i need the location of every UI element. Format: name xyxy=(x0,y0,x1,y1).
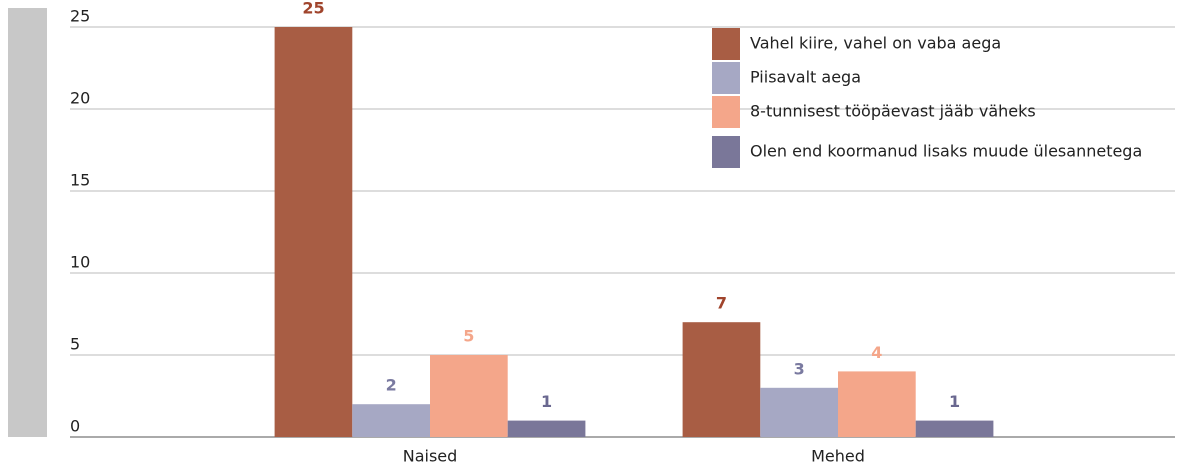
y-tick-label: 15 xyxy=(70,171,90,190)
bar xyxy=(430,355,508,437)
legend-swatch xyxy=(712,96,740,128)
legend-label: Vahel kiire, vahel on vaba aega xyxy=(750,34,1001,53)
legend-label: 8-tunnisest tööpäevast jääb väheks xyxy=(750,102,1036,121)
legend-label: Olen end koormanud lisaks muude ülesanne… xyxy=(750,142,1142,161)
y-tick-label: 25 xyxy=(70,7,90,26)
bar xyxy=(274,27,353,437)
data-label: 3 xyxy=(794,359,805,378)
x-tick-label: Mehed xyxy=(811,447,865,466)
legend-swatch xyxy=(712,136,740,168)
data-label: 1 xyxy=(949,392,960,411)
bar xyxy=(682,322,761,437)
data-label: 25 xyxy=(302,0,324,18)
x-tick-label: Naised xyxy=(403,447,458,466)
legend-label: Piisavalt aega xyxy=(750,68,861,87)
legend-swatch xyxy=(712,62,740,94)
y-tick-label: 0 xyxy=(70,417,80,436)
side-band xyxy=(8,8,47,437)
bar xyxy=(352,404,430,437)
data-label: 2 xyxy=(386,376,397,395)
bar xyxy=(507,420,586,437)
data-label: 7 xyxy=(716,294,727,313)
data-label: 1 xyxy=(541,392,552,411)
data-label: 5 xyxy=(463,327,474,346)
legend-swatch xyxy=(712,28,740,60)
bar xyxy=(915,420,994,437)
bar xyxy=(838,371,916,437)
y-tick-label: 20 xyxy=(70,89,90,108)
y-tick-label: 5 xyxy=(70,335,80,354)
y-tick-label: 10 xyxy=(70,253,90,272)
data-label: 4 xyxy=(871,343,882,362)
bar xyxy=(760,387,838,437)
